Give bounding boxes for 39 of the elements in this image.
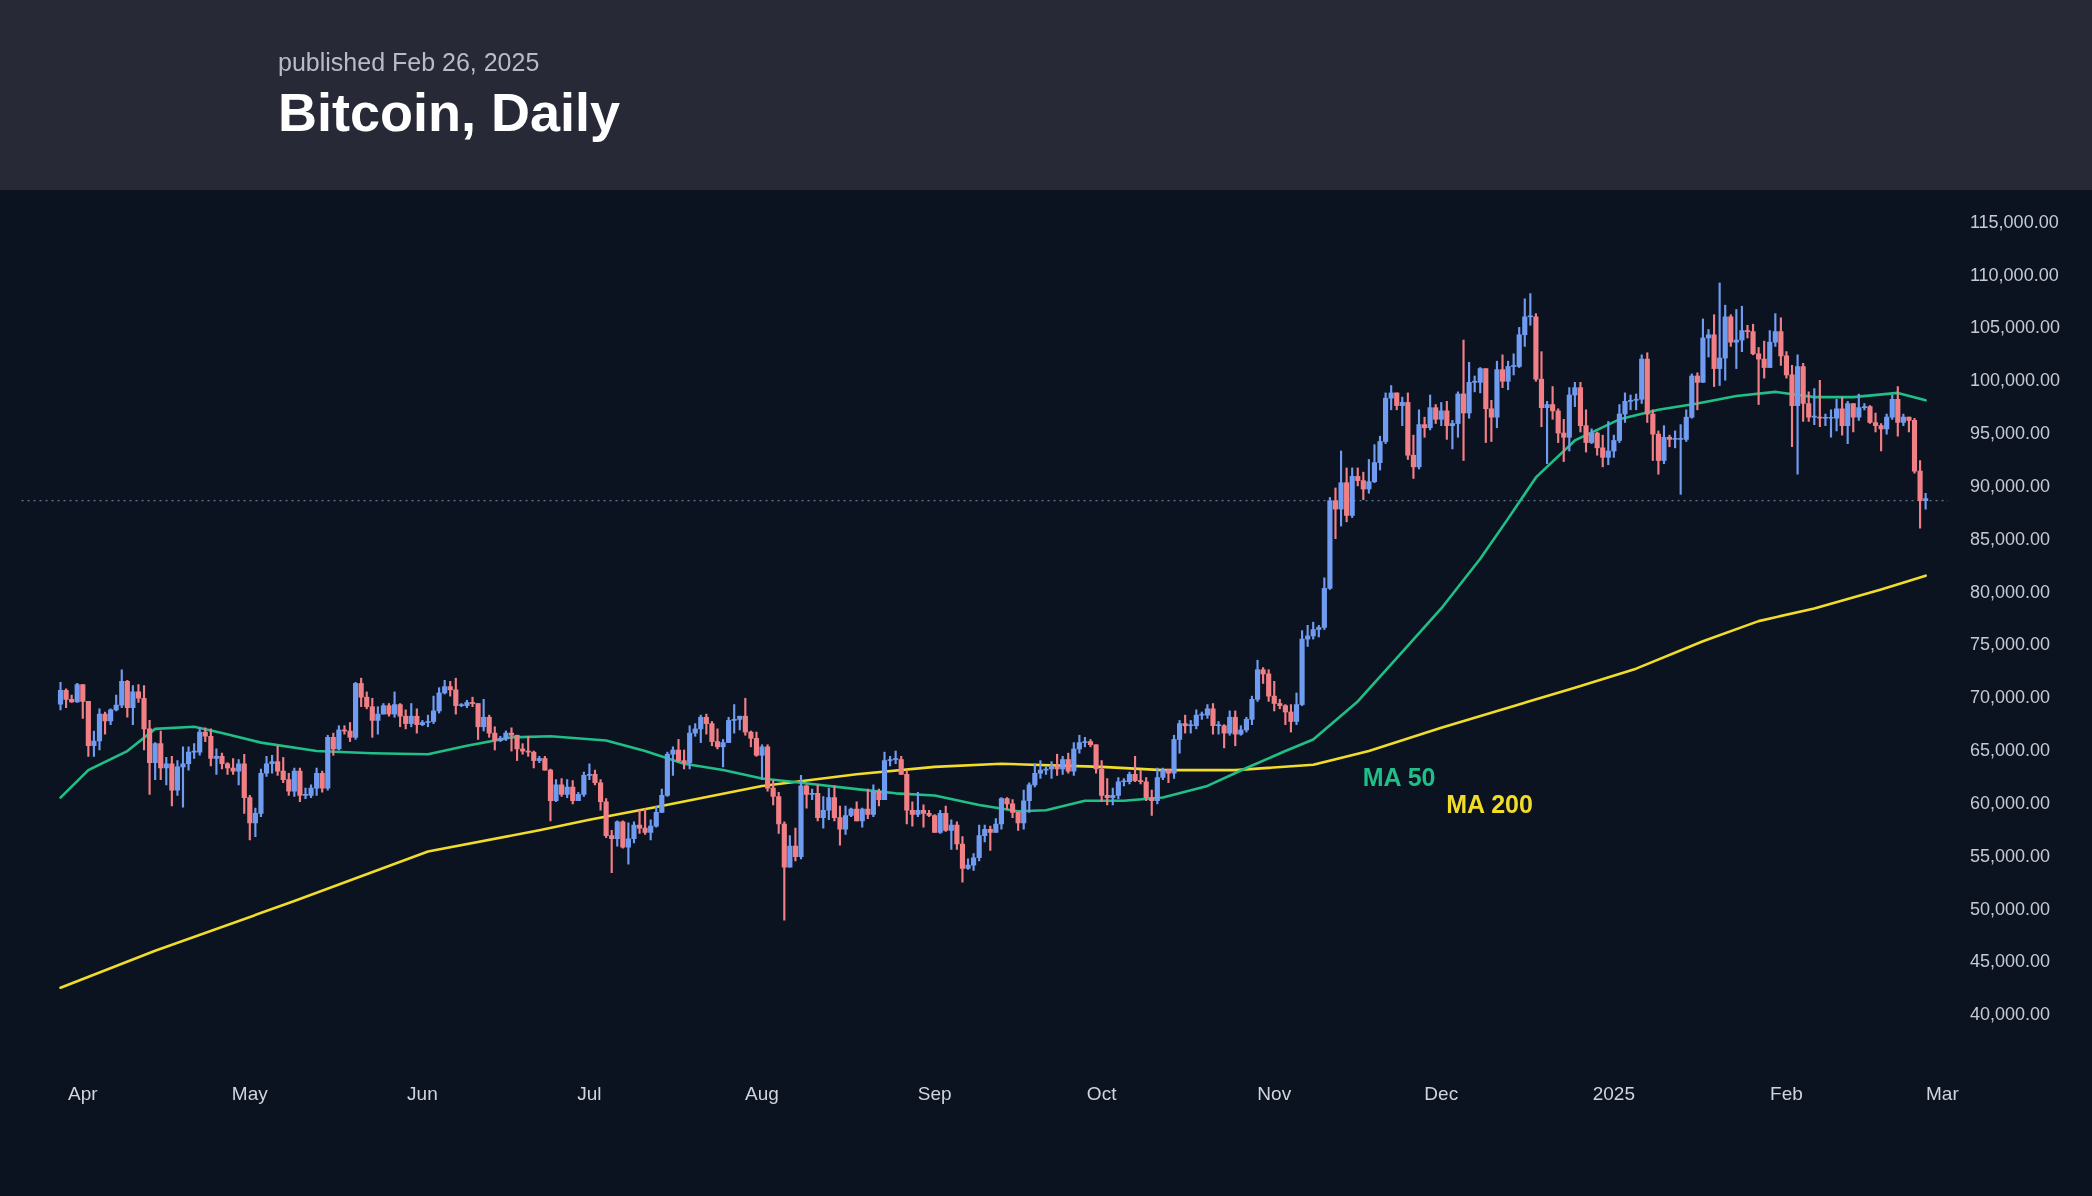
text: MA 200	[1446, 789, 1533, 818]
y-tick-label: 105,000.00	[1969, 317, 2061, 338]
x-tick-label: Nov	[1257, 1082, 1292, 1104]
y-tick-label: 100,000.00	[1969, 370, 2061, 391]
y-tick-label: 65,000.00	[1969, 740, 2050, 761]
y-tick-label: 115,000.00	[1969, 211, 2059, 232]
x-tick-label: Feb	[1770, 1082, 1803, 1104]
y-tick-label: 110,000.00	[1969, 264, 2059, 285]
y-tick-label: 95,000.00	[1969, 423, 2050, 444]
x-tick-label: Sep	[917, 1082, 952, 1104]
x-tick-label: Aug	[745, 1082, 779, 1104]
x-tick-label: May	[231, 1082, 269, 1104]
chart-title: Bitcoin, Daily	[278, 81, 622, 143]
candlestick	[1332, 487, 1339, 540]
x-tick-label: Jul	[577, 1082, 602, 1104]
y-tick-label: 40,000.00	[1969, 1004, 2050, 1025]
x-tick-label: 2025	[1592, 1082, 1635, 1104]
candlestick	[792, 827, 799, 862]
candlestick	[1215, 721, 1222, 735]
x-tick-label: Mar	[1925, 1082, 1960, 1104]
y-tick-label: 45,000.00	[1969, 951, 2050, 972]
x-tick-label: Oct	[1086, 1082, 1118, 1104]
candlestick	[1421, 416, 1428, 438]
x-tick-label: Jun	[407, 1082, 438, 1104]
candlestick	[1165, 768, 1172, 784]
y-tick-label: 60,000.00	[1969, 792, 2050, 813]
y-tick-label: 90,000.00	[1969, 475, 2050, 496]
y-tick-label: 70,000.00	[1969, 687, 2050, 708]
y-tick-label: 85,000.00	[1969, 528, 2050, 549]
x-tick-label: Dec	[1424, 1082, 1459, 1104]
y-tick-label: 80,000.00	[1969, 581, 2050, 602]
candlestick	[1460, 339, 1467, 461]
y-tick-label: 55,000.00	[1969, 845, 2050, 866]
candlestick	[1666, 434, 1673, 448]
chart-subtitle: published Feb 26, 2025	[278, 48, 541, 77]
y-tick-label: 75,000.00	[1969, 634, 2050, 655]
x-tick-label: Apr	[67, 1082, 99, 1104]
text: MA 50	[1362, 763, 1436, 792]
y-tick-label: 50,000.00	[1969, 898, 2050, 919]
